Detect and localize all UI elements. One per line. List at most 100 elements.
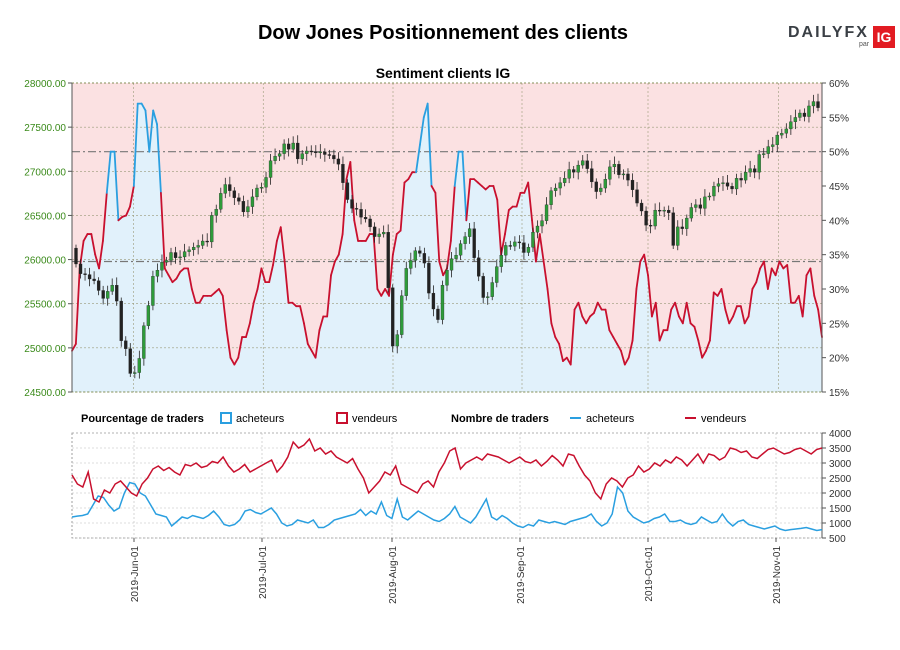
candle-body <box>151 276 155 306</box>
candle-body <box>789 121 793 130</box>
sentiment-segment <box>71 343 77 352</box>
count-tick-label: 1000 <box>829 519 852 530</box>
x-tick-label: 2019-Sep-01 <box>516 546 527 604</box>
candle-body <box>400 295 404 335</box>
candle-body <box>182 251 187 258</box>
sentiment-segment <box>631 288 638 342</box>
sentiment-segment <box>187 267 193 290</box>
candle-body <box>341 164 345 183</box>
candle-body <box>201 240 205 246</box>
candle-body <box>78 263 83 274</box>
candle-body <box>766 146 770 154</box>
sentiment-segment <box>333 253 340 263</box>
sentiment-segment <box>778 260 785 270</box>
sentiment-segment <box>256 267 263 290</box>
candle-body <box>377 233 381 237</box>
sentiment-segment <box>252 288 259 304</box>
sentiment-segment <box>248 301 255 325</box>
candle-body <box>572 169 576 173</box>
candle-body <box>739 178 743 181</box>
sentiment-segment <box>569 308 576 366</box>
legend-long-pct-label: acheteurs <box>236 413 285 425</box>
sentiment-segment <box>620 349 626 366</box>
page-title: Dow Jones Positionnement des clients <box>257 22 629 44</box>
candle-body <box>119 300 123 341</box>
candle-body <box>707 195 712 198</box>
sentiment-segment <box>198 294 205 304</box>
sentiment-segment <box>376 288 383 297</box>
sentiment-segment <box>438 260 445 277</box>
sentiment-segment <box>129 185 135 208</box>
candle-body <box>264 177 268 188</box>
sentiment-segment <box>237 336 244 359</box>
candle-body <box>689 207 693 219</box>
sentiment-segment <box>326 274 332 318</box>
sentiment-segment <box>581 315 588 325</box>
candle-body <box>427 262 431 294</box>
candle-body <box>725 182 730 187</box>
candle-body <box>309 150 313 153</box>
logo-par: par <box>859 41 870 48</box>
candle-body <box>811 101 816 107</box>
sentiment-segment <box>330 260 336 277</box>
sentiment-segment <box>643 253 649 277</box>
candle-body <box>594 181 598 192</box>
candle-body <box>372 226 377 237</box>
candle-body <box>753 168 757 173</box>
sentiment-segment <box>364 233 371 242</box>
sentiment-segment <box>229 356 236 366</box>
candle-body <box>762 153 766 155</box>
sentiment-segment <box>674 301 680 318</box>
candle-body <box>549 190 553 205</box>
sentiment-segment <box>743 315 750 325</box>
x-tick-label: 2019-Jul-01 <box>258 546 269 599</box>
candle-body <box>553 187 558 191</box>
sentiment-segment <box>465 178 472 222</box>
candle-body <box>404 268 408 296</box>
candle-body <box>155 270 160 277</box>
candle-body <box>495 266 499 283</box>
candle-body <box>169 252 173 261</box>
sentiment-segment <box>415 143 421 174</box>
candle-body <box>228 184 232 191</box>
candle-body <box>440 285 445 320</box>
sentiment-segment <box>701 349 707 359</box>
sentiment-segment <box>140 102 147 112</box>
candle-body <box>191 247 196 251</box>
left-tick-label: 26500.00 <box>24 211 66 222</box>
candle-body <box>137 358 141 373</box>
x-tick-label: 2019-Jun-01 <box>130 546 141 603</box>
sentiment-segment <box>148 109 155 153</box>
right-tick-label: 55% <box>829 113 849 124</box>
sentiment-segment <box>434 191 441 263</box>
candle-body <box>74 247 78 265</box>
candle-body <box>712 186 716 197</box>
sentiment-segment <box>372 233 379 290</box>
candle-body <box>323 151 327 155</box>
left-tick-label: 27500.00 <box>24 123 66 134</box>
chart-title: Sentiment clients IG <box>376 65 511 81</box>
sentiment-segment <box>268 264 274 284</box>
sentiment-segment <box>708 291 715 342</box>
sentiment-segment <box>616 343 622 352</box>
candle-body <box>436 308 440 320</box>
candle-body <box>626 173 630 181</box>
candle-body <box>816 101 820 108</box>
sentiment-segment <box>809 267 816 297</box>
sentiment-segment <box>442 267 448 277</box>
sentiment-segment <box>221 294 228 332</box>
left-tick-label: 25000.00 <box>24 344 66 355</box>
candle-body <box>657 209 662 212</box>
sentiment-segment <box>504 209 510 235</box>
legend-short-count-label: vendeurs <box>701 413 747 425</box>
candle-body <box>508 245 512 247</box>
sentiment-segment <box>604 308 611 332</box>
candle-body <box>798 112 802 118</box>
sentiment-segment <box>766 267 773 290</box>
sentiment-segment <box>391 233 398 256</box>
candle-body <box>802 112 807 117</box>
left-tick-label: 27000.00 <box>24 167 66 178</box>
candle-body <box>142 325 146 359</box>
candle-body <box>567 169 571 179</box>
candle-body <box>635 189 639 204</box>
